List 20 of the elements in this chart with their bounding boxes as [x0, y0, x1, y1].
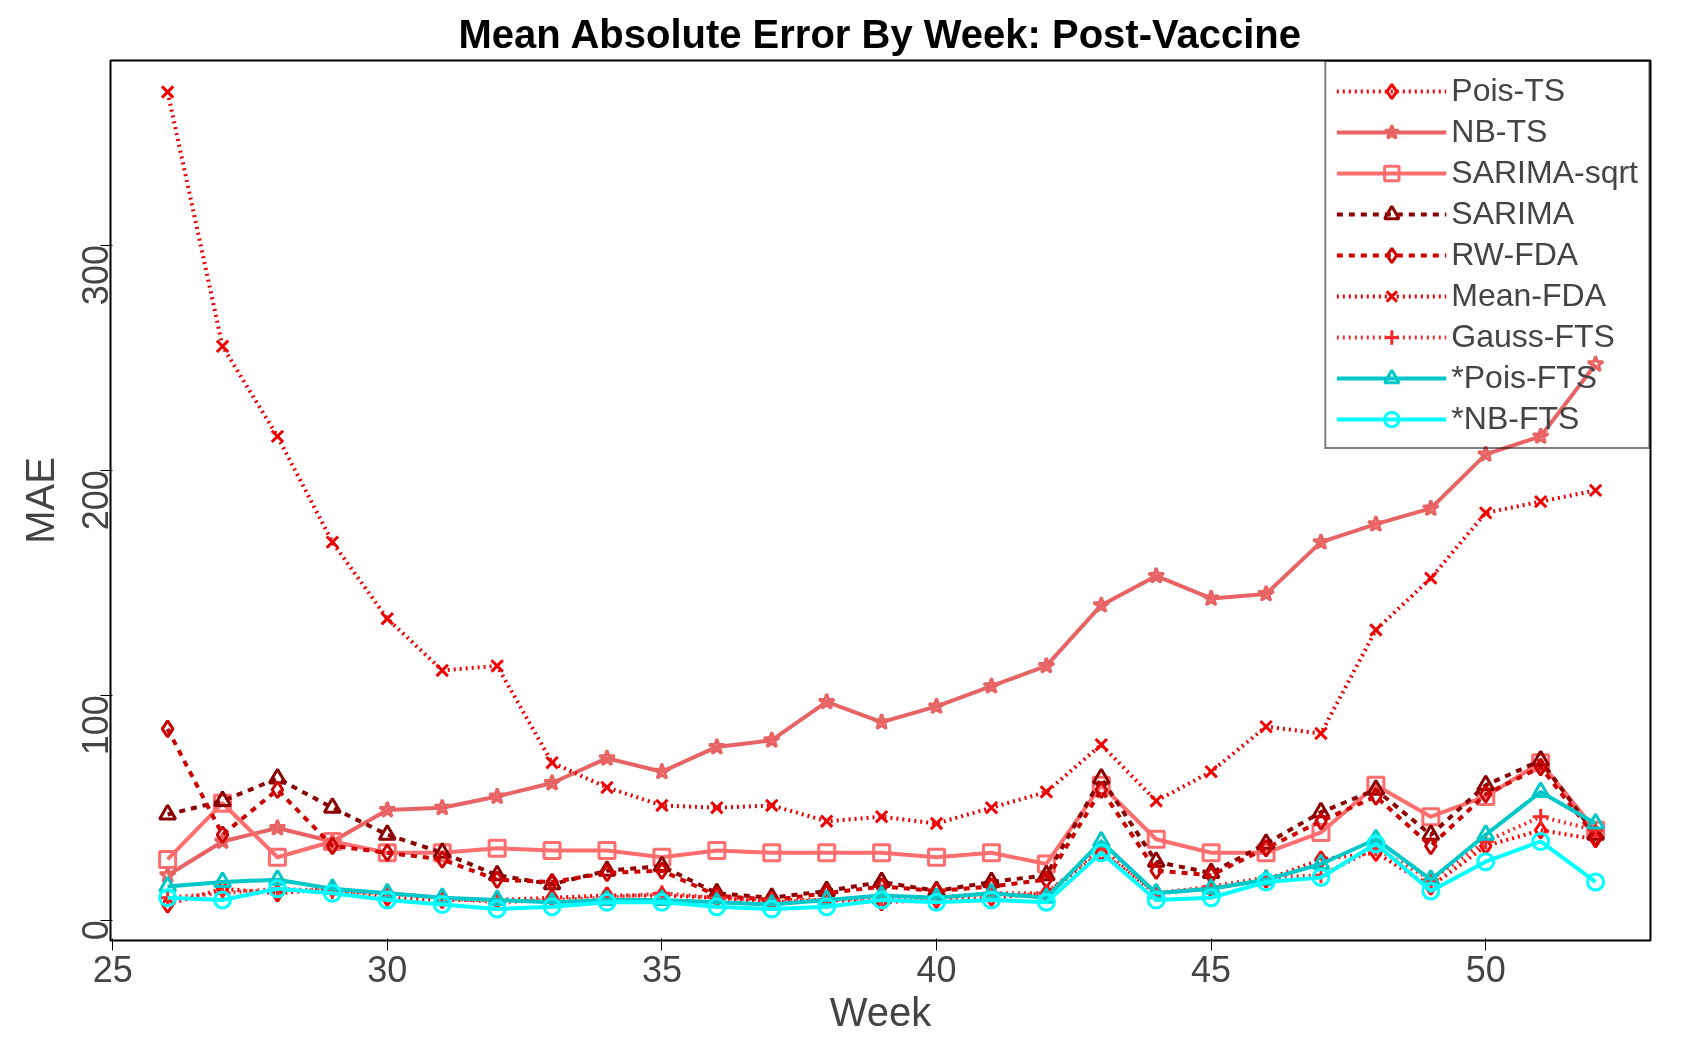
chart-title: Mean Absolute Error By Week: Post-Vaccine: [458, 11, 1301, 56]
y-tick-label: 200: [75, 470, 117, 531]
y-tick-label: 100: [75, 695, 117, 756]
x-tick-label: 25: [92, 948, 133, 990]
legend-label: Pois-TS: [1451, 72, 1566, 109]
x-tick-label: 35: [641, 948, 682, 990]
y-axis-title: MAE: [17, 457, 62, 544]
x-tick-label: 45: [1191, 948, 1232, 990]
legend-label: RW-FDA: [1451, 236, 1579, 273]
legend-label: SARIMA-sqrt: [1451, 154, 1638, 191]
y-tick-label: 300: [75, 245, 117, 306]
x-tick-label: 50: [1465, 948, 1506, 990]
legend-label: Gauss-FTS: [1451, 318, 1615, 355]
legend-label: NB-TS: [1451, 113, 1548, 150]
x-tick-label: 30: [367, 948, 408, 990]
legend-label: SARIMA: [1451, 195, 1574, 232]
x-tick-label: 40: [916, 948, 957, 990]
y-tick-label: 0: [75, 920, 117, 941]
legend-label: Mean-FDA: [1451, 277, 1607, 314]
x-axis-title: Week: [829, 989, 933, 1034]
